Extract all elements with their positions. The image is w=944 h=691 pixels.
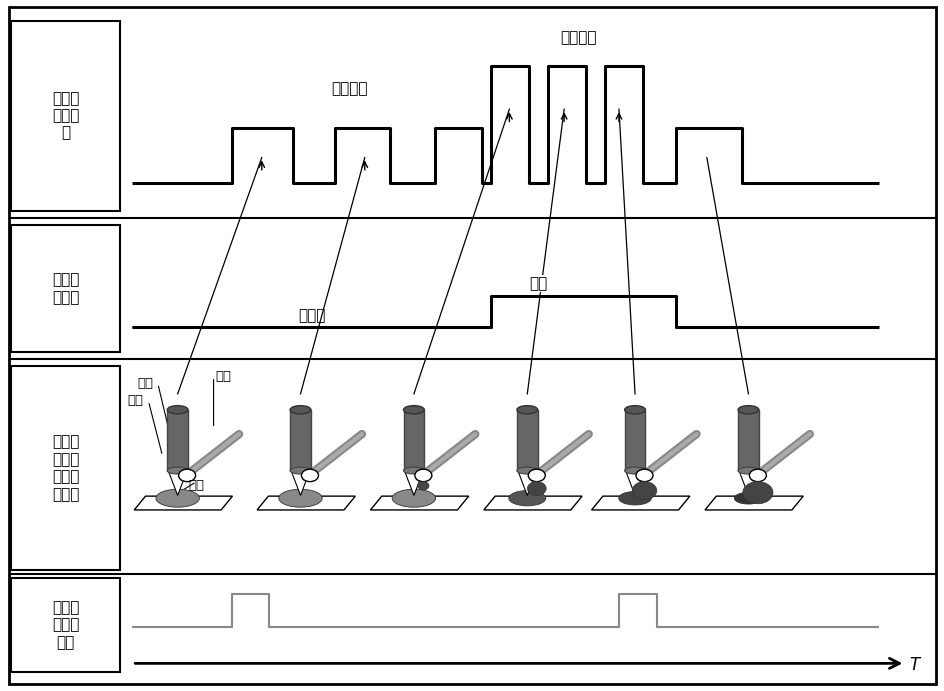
Text: 焊丝: 焊丝 bbox=[215, 370, 231, 383]
Ellipse shape bbox=[290, 467, 311, 474]
Ellipse shape bbox=[403, 467, 424, 474]
Polygon shape bbox=[483, 496, 582, 510]
Text: 未送丝: 未送丝 bbox=[298, 308, 325, 323]
Ellipse shape bbox=[733, 493, 762, 504]
Ellipse shape bbox=[167, 406, 188, 414]
Polygon shape bbox=[404, 471, 423, 495]
Ellipse shape bbox=[737, 406, 758, 414]
Bar bbox=[11, 21, 120, 211]
Polygon shape bbox=[134, 496, 232, 510]
Text: 步进堆
积速度
波形: 步进堆 积速度 波形 bbox=[52, 600, 79, 650]
Polygon shape bbox=[168, 471, 187, 495]
Text: 步进送
丝波形: 步进送 丝波形 bbox=[52, 272, 79, 305]
Ellipse shape bbox=[516, 467, 537, 474]
Polygon shape bbox=[291, 471, 310, 495]
Ellipse shape bbox=[392, 489, 435, 507]
Circle shape bbox=[742, 482, 772, 504]
Ellipse shape bbox=[403, 406, 424, 414]
Circle shape bbox=[528, 469, 545, 482]
Polygon shape bbox=[370, 496, 468, 510]
Ellipse shape bbox=[167, 467, 188, 474]
Ellipse shape bbox=[278, 489, 322, 507]
Polygon shape bbox=[257, 496, 355, 510]
Bar bbox=[11, 366, 120, 570]
Ellipse shape bbox=[624, 467, 645, 474]
Ellipse shape bbox=[156, 489, 199, 507]
Circle shape bbox=[414, 469, 431, 482]
Text: 低脉冲群: 低脉冲群 bbox=[331, 81, 367, 96]
Bar bbox=[737, 410, 758, 471]
Ellipse shape bbox=[508, 491, 546, 506]
Circle shape bbox=[749, 469, 766, 482]
Bar bbox=[167, 410, 188, 471]
Text: 熔池: 熔池 bbox=[189, 479, 204, 491]
Ellipse shape bbox=[516, 406, 537, 414]
Bar bbox=[11, 225, 120, 352]
Polygon shape bbox=[517, 471, 536, 495]
Polygon shape bbox=[591, 496, 689, 510]
Text: 钨极: 钨极 bbox=[137, 377, 153, 390]
Bar bbox=[11, 578, 120, 672]
Text: 双脉冲
电流波
形: 双脉冲 电流波 形 bbox=[52, 91, 79, 141]
Circle shape bbox=[301, 469, 318, 482]
Circle shape bbox=[635, 469, 652, 482]
Text: T: T bbox=[908, 656, 919, 674]
Text: 熔池形
成熔滴
长大过
渡示意: 熔池形 成熔滴 长大过 渡示意 bbox=[52, 435, 79, 502]
Text: 电弧: 电弧 bbox=[127, 395, 143, 407]
Circle shape bbox=[178, 469, 195, 482]
Bar bbox=[290, 410, 311, 471]
Ellipse shape bbox=[624, 406, 645, 414]
Bar bbox=[403, 410, 424, 471]
Circle shape bbox=[417, 482, 429, 490]
Bar bbox=[624, 410, 645, 471]
Circle shape bbox=[632, 482, 656, 500]
Ellipse shape bbox=[737, 467, 758, 474]
Polygon shape bbox=[704, 496, 802, 510]
Polygon shape bbox=[738, 471, 757, 495]
Text: 送丝: 送丝 bbox=[529, 276, 548, 291]
Ellipse shape bbox=[618, 491, 650, 505]
Text: 高脉冲群: 高脉冲群 bbox=[560, 30, 596, 46]
Ellipse shape bbox=[290, 406, 311, 414]
Circle shape bbox=[527, 482, 546, 495]
Bar bbox=[516, 410, 537, 471]
Polygon shape bbox=[625, 471, 644, 495]
